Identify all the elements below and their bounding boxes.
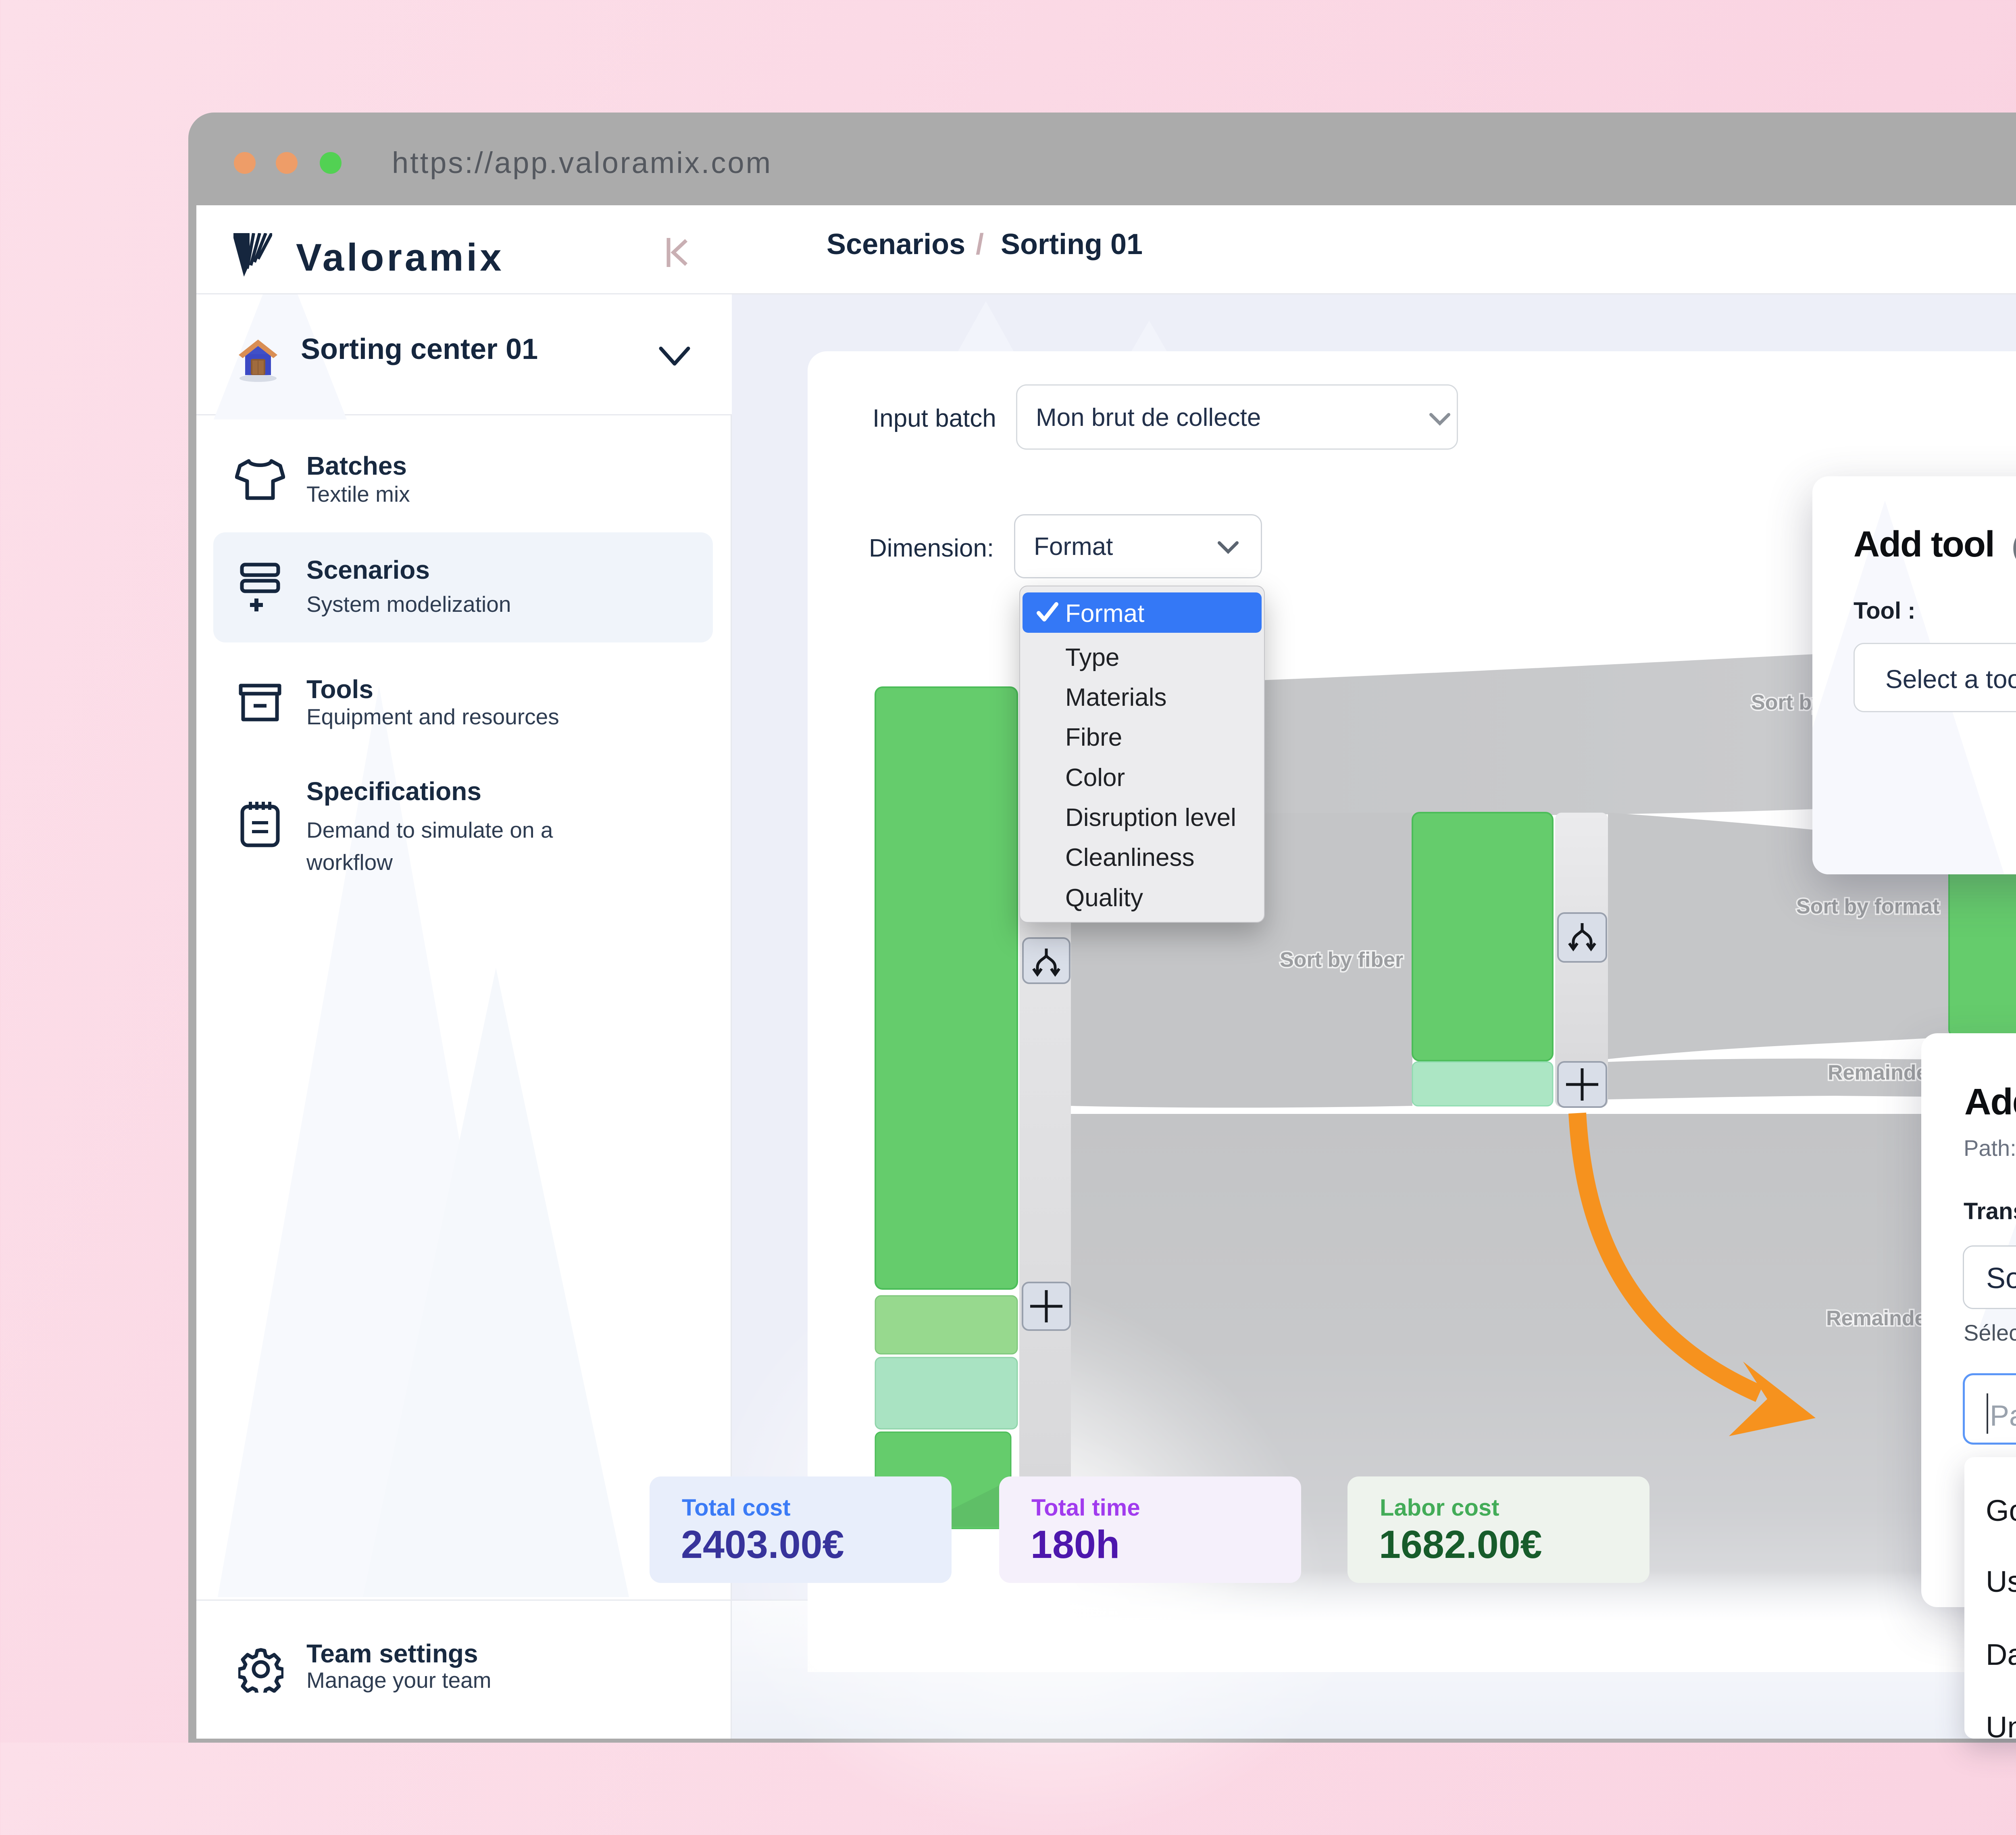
svg-text:Sort by fiber: Sort by fiber bbox=[1280, 948, 1403, 972]
svg-text:Sort by format: Sort by format bbox=[1796, 895, 1939, 918]
svg-text:Remainder: Remainder bbox=[1826, 1307, 1935, 1330]
svg-text:Remainder: Remainder bbox=[1828, 1061, 1936, 1084]
